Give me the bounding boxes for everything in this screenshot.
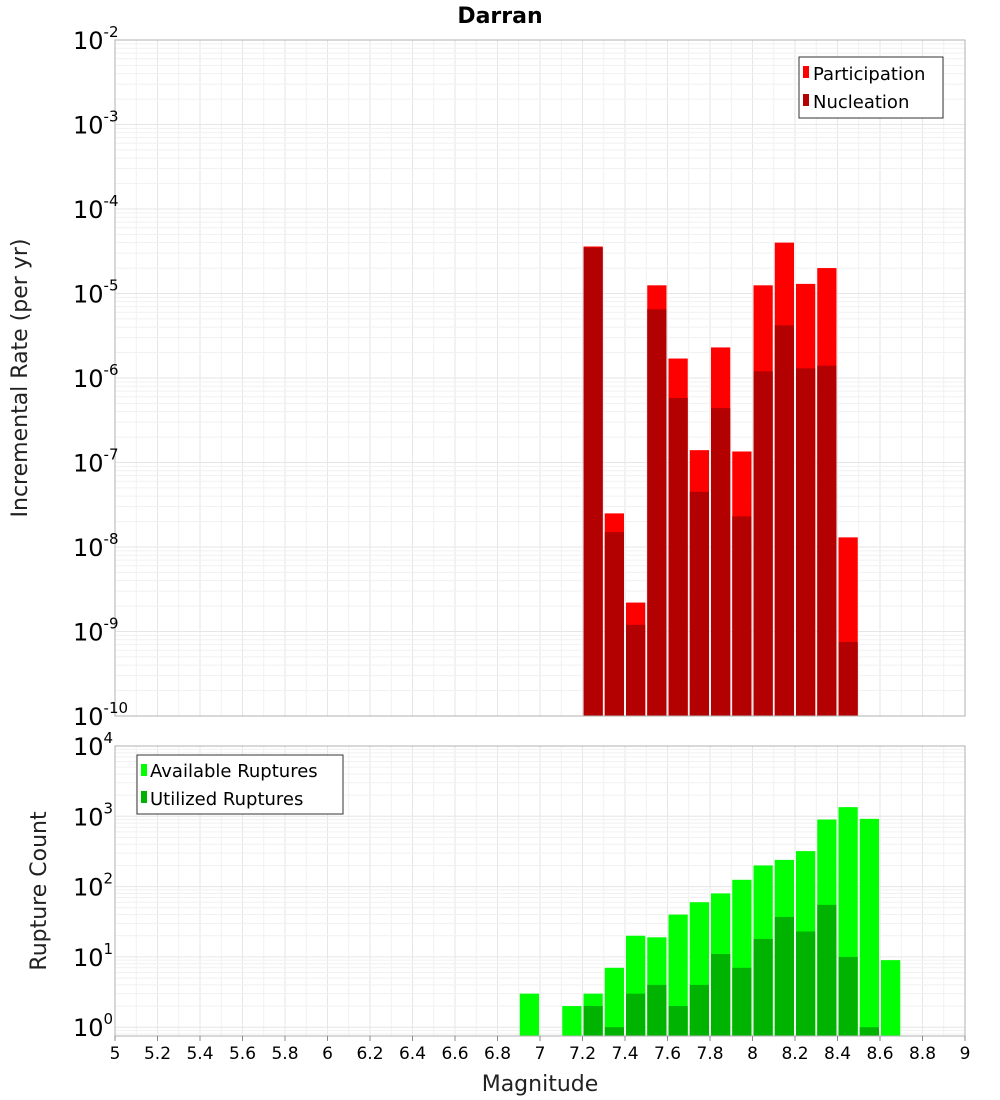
x-tick-label: 7.2 [569, 1044, 596, 1064]
x-tick-label: 5.8 [271, 1044, 298, 1064]
x-tick-label: 7.8 [696, 1044, 723, 1064]
x-tick-label: 6 [322, 1044, 333, 1064]
bottom-bar-utilized-ruptures [668, 1006, 688, 1036]
bottom-bar-utilized-ruptures [817, 904, 837, 1036]
top-bar-nucleation [583, 247, 603, 716]
x-tick-label: 7 [535, 1044, 546, 1064]
bottom-bar-available-ruptures [604, 967, 624, 1036]
bottom-bar-utilized-ruptures [647, 984, 667, 1036]
top-grid [114, 39, 966, 717]
bottom-legend-box [136, 754, 344, 815]
top-bar-nucleation [774, 325, 794, 716]
bottom-y-ticks: 100 101 102 103 104 [73, 729, 113, 1042]
top-bar-nucleation [732, 516, 752, 716]
legend-swatch-participation [803, 66, 809, 78]
y-tick-label: 102 [73, 870, 113, 902]
x-tick-label: 8.4 [824, 1044, 851, 1064]
y-tick-label: 101 [73, 940, 113, 972]
y-tick-label: 10-2 [73, 23, 119, 55]
x-tick-label: 5.4 [186, 1044, 213, 1064]
top-bar-nucleation [796, 368, 816, 716]
legend-swatch-nucleation [803, 94, 809, 106]
legend-swatch-utilized [141, 791, 147, 803]
bottom-bar-utilized-ruptures [604, 1027, 624, 1036]
top-panel: 10-10 10-9 10-8 10-7 10-6 10-5 10-4 10-3 10-2 In… [8, 23, 966, 731]
x-tick-label: 8 [747, 1044, 758, 1064]
legend-label-participation: Participation [813, 64, 925, 85]
legend-label-utilized: Utilized Ruptures [150, 789, 303, 810]
bottom-bar-utilized-ruptures [859, 1027, 879, 1036]
x-tick-label: 6.8 [484, 1044, 511, 1064]
x-tick-label: 8.2 [781, 1044, 808, 1064]
bottom-legend: Available Ruptures Utilized Ruptures [136, 754, 344, 815]
top-legend: Participation Nucleation [798, 56, 944, 119]
y-tick-label: 10-5 [73, 277, 119, 309]
top-bar-nucleation [604, 532, 624, 716]
y-tick-label: 103 [73, 799, 113, 831]
x-tick-label: 5.2 [144, 1044, 171, 1064]
top-bar-nucleation [647, 309, 667, 716]
top-bar-nucleation [689, 491, 709, 716]
bottom-bar-utilized-ruptures [796, 931, 816, 1036]
bottom-panel: 100 101 102 103 104 5 5.2 5.4 5.6 5.8 6 6.2 6.4 6.6 6… [27, 729, 970, 1097]
top-bar-nucleation [668, 397, 688, 716]
bottom-bar-utilized-ruptures [711, 954, 731, 1036]
x-tick-label: 6.2 [356, 1044, 383, 1064]
bottom-bar-utilized-ruptures [689, 984, 709, 1036]
y-tick-label: 100 [73, 1010, 113, 1042]
x-tick-label: 5.6 [229, 1044, 256, 1064]
top-plot-frame [114, 39, 966, 717]
top-bar-nucleation [753, 371, 773, 716]
x-tick-label: 6.6 [441, 1044, 468, 1064]
bottom-bar-available-ruptures [562, 1006, 582, 1036]
top-bar-nucleation [838, 642, 858, 716]
bottom-bar-utilized-ruptures [774, 916, 794, 1036]
legend-label-available: Available Ruptures [150, 761, 318, 782]
x-tick-label: 8.8 [909, 1044, 936, 1064]
chart-title: Darran [457, 4, 542, 29]
bottom-x-ticks: 5 5.2 5.4 5.6 5.8 6 6.2 6.4 6.6 6.8 7 7.2 7.4 7.6 7.8 8… [110, 1036, 971, 1064]
x-axis-label: Magnitude [482, 1072, 599, 1097]
y-tick-label: 10-8 [73, 530, 119, 562]
x-tick-label: 6.4 [399, 1044, 426, 1064]
top-y-axis-label: Incremental Rate (per yr) [8, 239, 33, 518]
bottom-y-axis-label: Rupture Count [27, 811, 52, 971]
bottom-bar-available-ruptures [668, 914, 688, 1036]
x-tick-label: 8.6 [866, 1044, 893, 1064]
bottom-bar-utilized-ruptures [838, 956, 858, 1036]
y-tick-label: 10-9 [73, 615, 119, 647]
x-tick-label: 5 [110, 1044, 121, 1064]
top-bars [583, 242, 858, 717]
legend-label-nucleation: Nucleation [813, 92, 909, 113]
top-y-ticks: 10-10 10-9 10-8 10-7 10-6 10-5 10-4 10-3 10-2 [73, 23, 128, 731]
top-bar-nucleation [711, 408, 731, 716]
y-tick-label: 10-10 [73, 699, 128, 731]
bottom-bar-available-ruptures [519, 993, 539, 1036]
x-tick-label: 7.4 [611, 1044, 638, 1064]
x-tick-label: 9 [960, 1044, 971, 1064]
bottom-bar-utilized-ruptures [583, 1006, 603, 1036]
bottom-bar-available-ruptures [881, 960, 901, 1036]
top-legend-box [798, 56, 944, 119]
y-tick-label: 10-4 [73, 192, 119, 224]
bottom-bar-utilized-ruptures [732, 967, 752, 1036]
bottom-bar-available-ruptures [859, 818, 879, 1036]
legend-swatch-available [141, 764, 147, 776]
y-tick-label: 10-6 [73, 361, 119, 393]
y-tick-label: 104 [73, 729, 113, 761]
top-bar-nucleation [626, 624, 646, 716]
y-tick-label: 10-7 [73, 446, 119, 478]
bottom-bar-utilized-ruptures [753, 938, 773, 1036]
top-bar-nucleation [817, 365, 837, 716]
x-tick-label: 7.6 [654, 1044, 681, 1064]
bottom-bar-utilized-ruptures [626, 993, 646, 1036]
y-tick-label: 10-3 [73, 108, 119, 140]
bottom-bars [519, 807, 901, 1036]
